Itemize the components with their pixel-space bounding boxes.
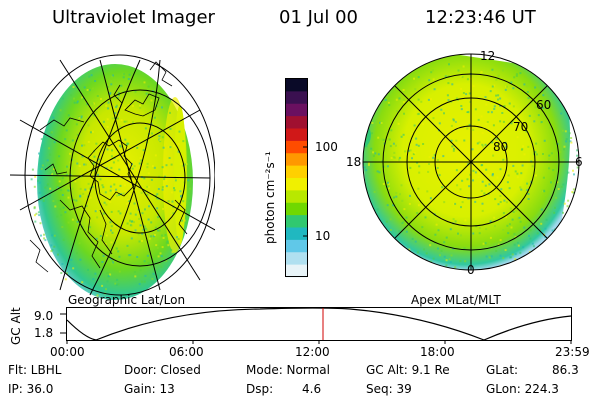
time-tick-2359: 23:59 — [555, 345, 590, 359]
mlat-label-80: 80 — [493, 140, 509, 154]
colorbar-tick-label-10: 10 — [315, 229, 331, 243]
mlat-label-70: 70 — [513, 120, 529, 134]
status-glon: GLon: 224.3 — [486, 382, 559, 396]
instrument-title: Ultraviolet Imager — [52, 7, 215, 28]
colorbar-band — [286, 165, 307, 179]
colorbar-tick-label-100: 100 — [315, 140, 338, 154]
time-label: 12:23:46 UT — [425, 7, 536, 28]
date-label: 01 Jul 00 — [279, 7, 358, 28]
colorbar-band — [286, 202, 307, 216]
status-ip: IP: 36.0 — [8, 382, 54, 396]
colorbar-band — [286, 79, 307, 92]
colorbar-band — [286, 178, 307, 191]
mlt-label-0: 0 — [467, 263, 475, 277]
aurora-oval-right — [363, 54, 570, 270]
status-filter: Flt: LBHL — [8, 363, 62, 377]
colorbar-band — [286, 252, 307, 266]
colorbar-band — [286, 215, 307, 228]
altitude-tick-1-8: 1.8 — [34, 326, 54, 340]
colorbar-band — [286, 128, 307, 142]
colorbar — [285, 78, 308, 278]
colorbar-band — [286, 227, 307, 241]
colorbar-band — [286, 264, 307, 278]
time-tick-1200: 12:00 — [295, 345, 330, 359]
colorbar-band — [286, 91, 307, 105]
status-dsp-value: 4.6 — [302, 382, 322, 396]
status-gain: Gain: 13 — [124, 382, 175, 396]
mlt-label-18: 18 — [346, 155, 362, 169]
status-mode: Mode: Normal — [246, 363, 330, 377]
status-glat-label: GLat: — [486, 363, 519, 377]
status-gc-alt: GC Alt: 9.1 Re — [366, 363, 450, 377]
colorbar-band — [286, 140, 307, 154]
status-glat-value: 86.3 — [552, 363, 579, 377]
status-seq: Seq: 39 — [366, 382, 412, 396]
mlat-label-60: 60 — [536, 98, 552, 112]
colorbar-band — [286, 190, 307, 204]
magnetic-caption: Apex MLat/MLT — [411, 293, 501, 307]
colorbar-band — [286, 239, 307, 253]
time-tick-1800: 18:00 — [420, 345, 455, 359]
status-dsp-label: Dsp: — [246, 382, 274, 396]
colorbar-band — [286, 116, 307, 129]
mlt-label-6: 6 — [575, 155, 583, 169]
colorbar-band — [286, 153, 307, 167]
time-tick-0000: 00:00 — [50, 345, 85, 359]
coastlines — [29, 61, 188, 273]
aurora-disc-left — [37, 64, 193, 300]
geographic-caption: Geographic Lat/Lon — [68, 293, 186, 307]
time-tick-0600: 06:00 — [169, 345, 204, 359]
altitude-curve — [66, 307, 572, 341]
colorbar-band — [286, 103, 307, 117]
status-door: Door: Closed — [124, 363, 201, 377]
mlt-label-12: 12 — [480, 49, 496, 63]
altitude-tick-9: 9.0 — [34, 309, 54, 323]
